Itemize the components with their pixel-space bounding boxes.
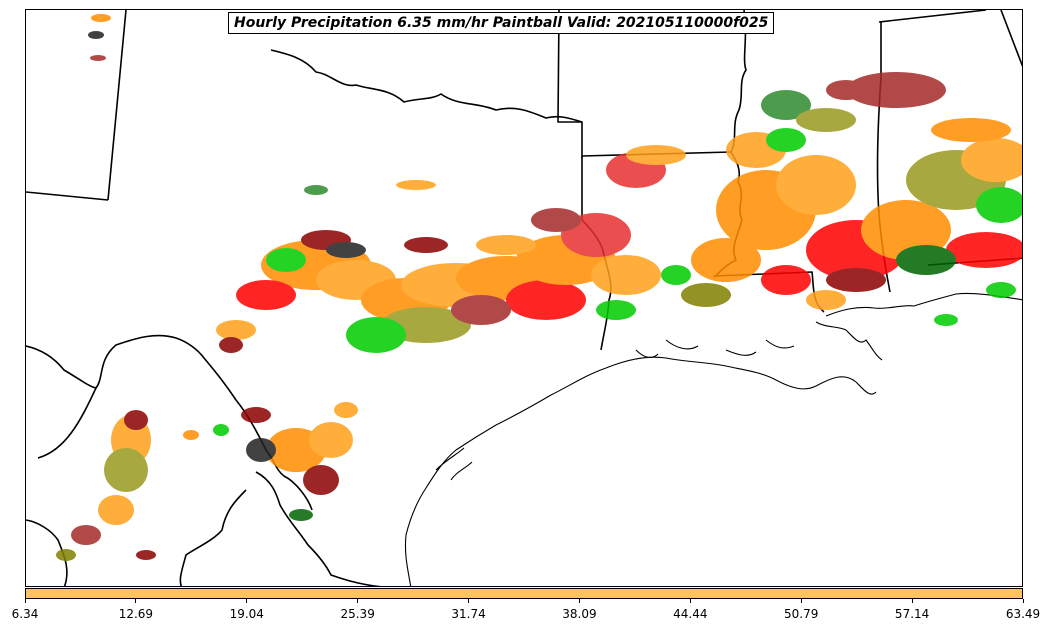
precip-blob	[213, 424, 229, 436]
precip-blob	[216, 320, 256, 340]
map-title: Hourly Precipitation 6.35 mm/hr Paintbal…	[228, 12, 775, 34]
precip-blob	[136, 550, 156, 560]
precip-blob	[681, 283, 731, 307]
coastline-louisiana-delta	[815, 321, 883, 361]
precip-blob	[246, 438, 276, 462]
map-canvas	[26, 10, 1022, 586]
colorbar-tick	[689, 599, 691, 603]
precip-blob	[266, 248, 306, 272]
precip-blob	[124, 410, 148, 430]
precip-blob	[776, 155, 856, 215]
precip-blob	[986, 282, 1016, 298]
boundary-rio-grande	[255, 471, 382, 586]
precip-blob	[766, 128, 806, 152]
precip-blob	[946, 232, 1022, 268]
colorbar-tick-label: 25.39	[340, 607, 375, 621]
precip-blob	[506, 280, 586, 320]
colorbar-tick-label: 38.09	[562, 607, 597, 621]
coastline-bays	[635, 339, 795, 359]
precip-blob	[691, 238, 761, 282]
colorbar-tick-label: 19.04	[229, 607, 264, 621]
precip-blob	[334, 402, 358, 418]
precip-blob	[219, 337, 243, 353]
colorbar-tick	[246, 599, 248, 603]
boundary-east-diagonal	[1000, 10, 1022, 68]
precip-blob	[826, 268, 886, 292]
precip-blob	[796, 108, 856, 132]
colorbar-tick	[911, 599, 913, 603]
coastline-galveston	[435, 447, 473, 481]
precip-blob	[91, 14, 111, 22]
precip-blob	[591, 255, 661, 295]
colorbar-tick-label: 44.44	[673, 607, 708, 621]
colorbar-tick	[578, 599, 580, 603]
boundary-alabama-georgia	[878, 10, 987, 23]
precip-blob	[289, 509, 313, 521]
coastline	[404, 292, 1022, 586]
precip-blob	[236, 280, 296, 310]
precip-blob	[304, 185, 328, 195]
map-panel	[25, 9, 1023, 587]
colorbar-tick-label: 31.74	[451, 607, 486, 621]
precip-blob	[961, 138, 1022, 182]
precip-blob	[806, 290, 846, 310]
boundary-mexico-border-1	[26, 519, 68, 586]
colorbar-tick-label: 50.79	[784, 607, 819, 621]
precip-blob	[104, 448, 148, 492]
boundary-new-mexico-texas	[26, 334, 313, 511]
precip-blob	[896, 245, 956, 275]
precip-blob	[976, 187, 1022, 223]
boundary-mexico-border-2	[179, 489, 247, 586]
colorbar-tick-label: 12.69	[118, 607, 154, 621]
precip-blob	[761, 265, 811, 295]
colorbar-tick-label: 6.34	[11, 607, 39, 621]
precip-blob	[241, 407, 271, 423]
precip-blob	[661, 265, 691, 285]
precip-blob	[846, 72, 946, 108]
precip-blob	[596, 300, 636, 320]
boundary-arkansas-mississippi-river	[581, 10, 747, 157]
precip-blob	[88, 31, 104, 39]
precip-blob	[931, 118, 1011, 142]
colorbar-tick	[24, 599, 26, 603]
precip-blob	[396, 180, 436, 190]
precip-blob	[90, 55, 106, 61]
colorbar-tick-label: 63.49	[1005, 607, 1041, 621]
boundary-west-horizontal	[26, 191, 109, 201]
precip-blob	[934, 314, 958, 326]
precip-blob	[56, 549, 76, 561]
colorbar-tick-label: 57.14	[894, 607, 930, 621]
precip-blob	[98, 495, 134, 525]
boundary-oklahoma-red-river	[270, 49, 583, 123]
precip-blob	[531, 208, 581, 232]
colorbar-tick	[468, 599, 470, 603]
colorbar-tick	[357, 599, 359, 603]
precip-blob	[451, 295, 511, 325]
coastline-mississippi-alabama	[825, 292, 1022, 317]
precip-blob	[861, 200, 951, 260]
boundary-texas-west-spur	[37, 387, 97, 459]
colorbar-tick	[135, 599, 137, 603]
precip-blob	[826, 80, 866, 100]
precip-blob	[346, 317, 406, 353]
precipitation-paintball	[56, 14, 1022, 561]
colorbar	[25, 588, 1023, 599]
boundary-west-vertical	[107, 10, 127, 201]
precip-blob	[71, 525, 101, 545]
precip-blob	[404, 237, 448, 253]
precip-blob	[183, 430, 199, 440]
coastline-texas	[404, 356, 877, 586]
boundary-arkansas-north	[557, 10, 583, 156]
colorbar-tick	[800, 599, 802, 603]
precip-blob	[626, 145, 686, 165]
precip-blob	[303, 465, 339, 495]
precip-blob	[309, 422, 353, 458]
precip-blob	[326, 242, 366, 258]
precip-blob	[761, 90, 811, 120]
colorbar-tick	[1022, 599, 1024, 603]
precip-blob	[476, 235, 536, 255]
